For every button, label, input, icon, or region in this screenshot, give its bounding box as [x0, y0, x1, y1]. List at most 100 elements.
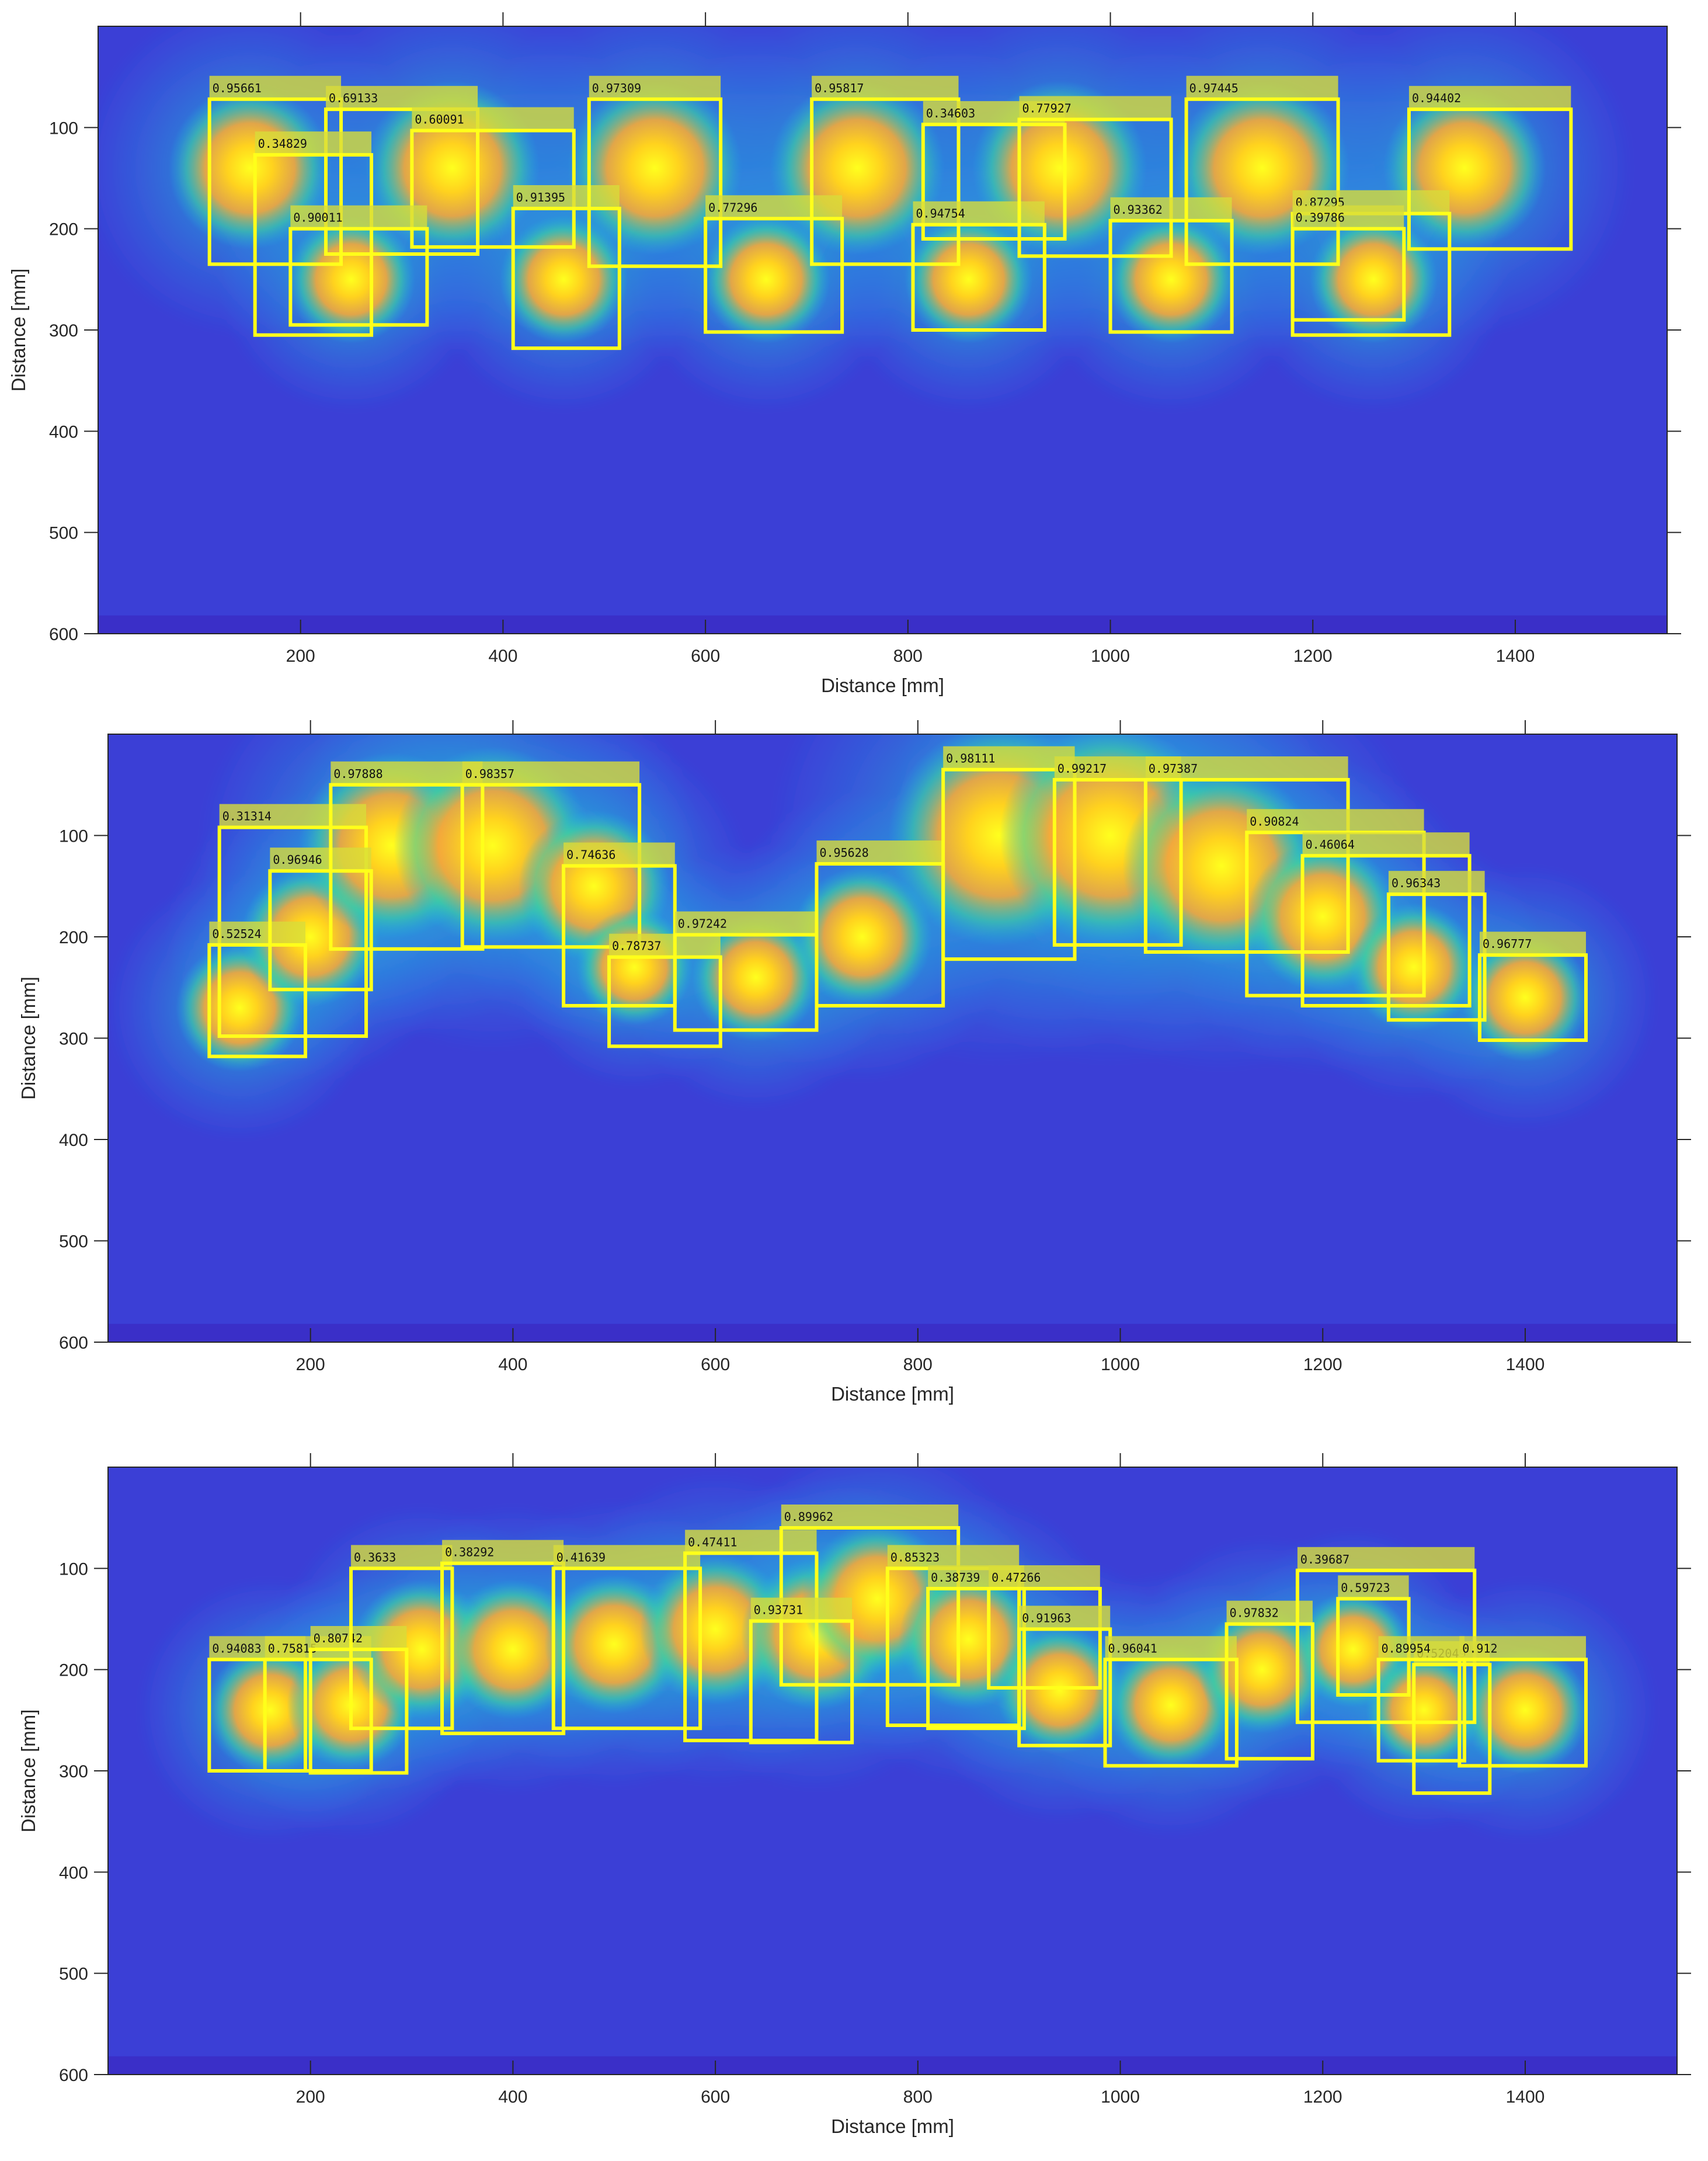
- detection-box: [1052, 778, 1183, 947]
- y-tick-label: 600: [59, 1333, 88, 1353]
- detection-score: 0.96946: [273, 853, 322, 867]
- y-tick-label: 300: [59, 1762, 88, 1781]
- detection-score-label-bg: [351, 1545, 453, 1569]
- heatmap-hotspot: [443, 1579, 583, 1719]
- detection-score-label-bg: [1388, 871, 1485, 895]
- detection: 0.97888: [329, 761, 485, 951]
- x-axis-label: Distance [mm]: [831, 2115, 954, 2137]
- detection-score: 0.60091: [415, 113, 464, 127]
- detection: 0.95817: [810, 75, 961, 266]
- heatmap-bottom-band: [108, 1323, 1677, 1342]
- detection-box: [349, 1566, 454, 1731]
- detection-score-label-bg: [209, 75, 342, 99]
- heatmap-hotspot: [1349, 903, 1478, 1031]
- y-tick-label: 200: [49, 220, 78, 239]
- y-tick-label: 500: [49, 524, 78, 543]
- detection-score: 0.97387: [1149, 762, 1198, 776]
- detection-score-label-bg: [1459, 1636, 1586, 1660]
- x-tick-label: 800: [893, 647, 923, 666]
- y-tick-label: 100: [59, 1559, 88, 1579]
- detection-score-label-bg: [943, 746, 1075, 770]
- detection-score: 0.52524: [212, 927, 261, 941]
- detection: 0.34829: [253, 131, 374, 337]
- detection-score: 0.39687: [1300, 1552, 1349, 1566]
- y-tick-label: 200: [59, 928, 88, 947]
- detection-score: 0.47266: [992, 1571, 1041, 1585]
- y-tick-label: 400: [59, 1131, 88, 1150]
- detection: 0.89954: [1376, 1636, 1466, 1763]
- detection: 0.3633: [349, 1545, 454, 1731]
- detection-score-label-bg: [1110, 197, 1232, 221]
- heatmap-panel-1: 0.95661 0.69133 0.34829 0.60091 0.90011 0.913…: [8, 12, 1681, 696]
- y-tick-label: 600: [59, 2066, 88, 2085]
- detection-score: 0.34603: [926, 106, 975, 120]
- detection: 0.96946: [268, 847, 373, 992]
- y-axis-label: Distance [mm]: [8, 269, 29, 392]
- x-axis-label: Distance [mm]: [821, 675, 944, 696]
- y-tick-label: 200: [59, 1661, 88, 1680]
- detection-score: 0.97888: [333, 767, 382, 781]
- x-tick-label: 1000: [1091, 647, 1130, 666]
- detection-score: 0.97242: [678, 917, 727, 931]
- detection-box: [329, 783, 485, 951]
- detection-score: 0.95628: [819, 846, 868, 860]
- x-tick-label: 1400: [1506, 2087, 1545, 2107]
- detection-score-label-bg: [255, 131, 372, 155]
- detection-score: 0.78737: [612, 939, 661, 953]
- detection: 0.85323: [885, 1545, 1021, 1727]
- detection-box: [1386, 892, 1487, 1022]
- detection: 0.52524: [207, 921, 308, 1058]
- detection: 0.46064: [1300, 832, 1472, 1007]
- y-tick-label: 100: [59, 827, 88, 846]
- detection-score-label-bg: [705, 195, 843, 219]
- y-tick-label: 500: [59, 1965, 88, 1984]
- plot-area: 0.31314 0.52524 0.96946 0.97888 0.98357 0.746…: [108, 734, 1677, 1342]
- detection-score: 0.47411: [688, 1535, 737, 1549]
- x-tick-label: 400: [488, 647, 517, 666]
- detection: 0.69133: [324, 86, 480, 256]
- detection-score-label-bg: [1408, 86, 1571, 110]
- heatmap-hotspot: [499, 215, 628, 343]
- detection-score: 0.96777: [1483, 937, 1532, 951]
- detection-score: 0.96041: [1108, 1641, 1157, 1655]
- detection: 0.77296: [704, 195, 844, 334]
- detection-score: 0.38292: [445, 1545, 494, 1559]
- detection-score: 0.97309: [592, 81, 641, 95]
- detection-box: [288, 227, 429, 327]
- heatmap-hotspot: [1461, 933, 1589, 1062]
- detection-score: 0.99217: [1058, 762, 1107, 776]
- heatmap-hotspot: [287, 215, 416, 343]
- detection: 0.90824: [1245, 809, 1426, 998]
- detection: 0.59723: [1336, 1575, 1411, 1697]
- detection-box: [1103, 1658, 1239, 1768]
- detection: 0.39786: [1290, 205, 1406, 322]
- detection-box: [749, 1619, 854, 1745]
- detection-score: 0.77296: [708, 200, 757, 214]
- y-tick-label: 400: [59, 1863, 88, 1882]
- detection-score: 0.91395: [516, 190, 565, 204]
- x-tick-label: 600: [691, 647, 720, 666]
- detection-box: [324, 107, 480, 256]
- detection-score: 0.59723: [1341, 1580, 1390, 1594]
- detection-score-label-bg: [1019, 1606, 1111, 1630]
- detection-score-label-bg: [1378, 1636, 1465, 1660]
- x-tick-label: 600: [701, 2087, 730, 2107]
- x-axis-label: Distance [mm]: [831, 1383, 954, 1405]
- y-tick-label: 400: [49, 422, 78, 442]
- detection: 0.93731: [749, 1597, 854, 1745]
- detection-score: 0.89962: [784, 1510, 833, 1524]
- detection-score-label-bg: [209, 921, 306, 945]
- detection-score: 0.94402: [1412, 91, 1461, 105]
- detection-box: [810, 97, 961, 266]
- heatmap-hotspot: [905, 215, 1033, 343]
- heatmap-bottom-band: [108, 2056, 1677, 2075]
- detection-box: [308, 1648, 409, 1775]
- detection-score: 0.97445: [1189, 81, 1239, 95]
- detection-box: [1017, 1627, 1112, 1747]
- detection-box: [911, 223, 1046, 332]
- detection: 0.912: [1457, 1636, 1588, 1768]
- detection-score-label-bg: [609, 933, 721, 957]
- detection-score: 0.31314: [222, 809, 272, 824]
- detection-score-label-bg: [989, 1565, 1100, 1589]
